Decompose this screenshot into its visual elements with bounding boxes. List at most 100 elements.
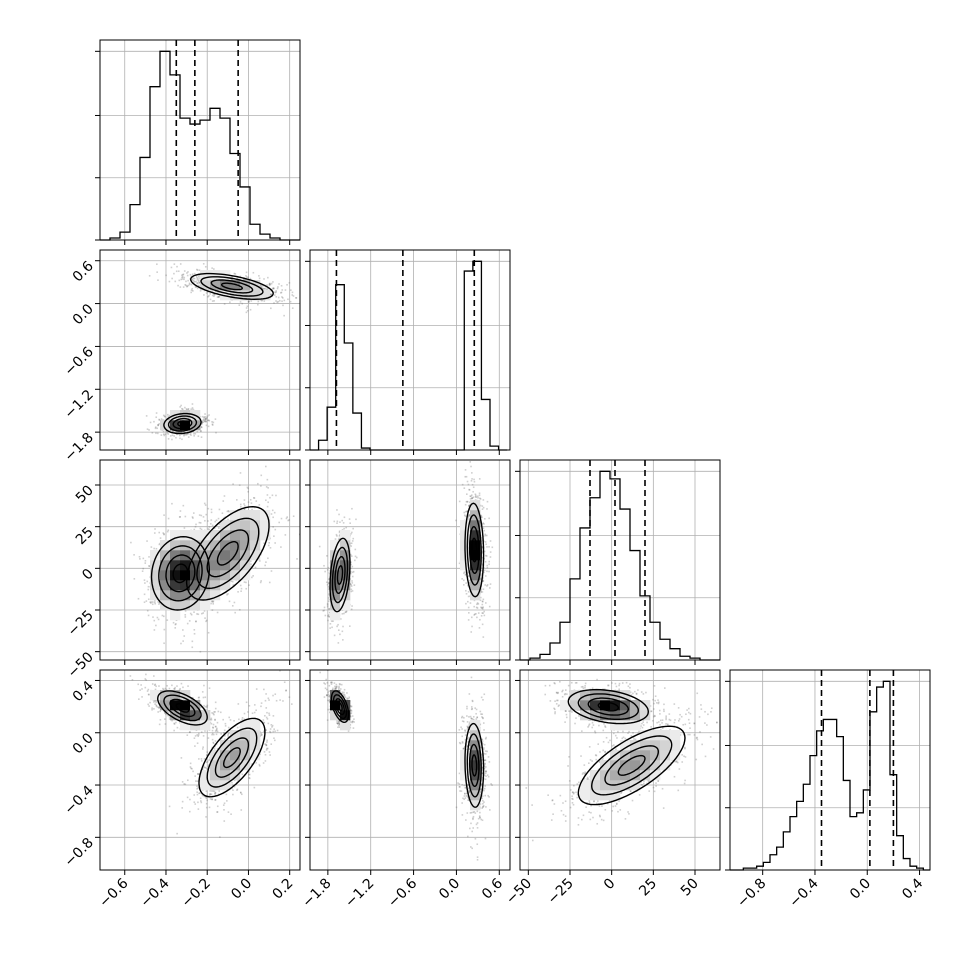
sample-point	[475, 606, 478, 609]
sample-point	[267, 487, 269, 489]
sample-point	[167, 415, 170, 418]
sample-point	[226, 593, 228, 596]
sample-point	[336, 535, 338, 537]
sample-point	[185, 280, 187, 283]
sample-point	[471, 625, 473, 628]
sample-point	[179, 437, 181, 440]
sample-point	[208, 526, 211, 528]
sample-point	[275, 290, 277, 292]
sample-point	[205, 420, 207, 422]
sample-point	[154, 599, 156, 602]
sample-point	[171, 434, 174, 437]
sample-point	[486, 500, 489, 503]
sample-point	[466, 501, 469, 503]
sample-point	[204, 418, 207, 420]
sample-point	[207, 507, 210, 510]
sample-point	[488, 605, 491, 608]
sample-point	[143, 579, 146, 581]
sample-point	[211, 609, 214, 611]
sample-point	[338, 537, 341, 540]
sample-point	[336, 520, 339, 523]
sample-point	[245, 311, 248, 314]
contour-lines	[150, 505, 270, 611]
sample-point	[351, 507, 353, 510]
sample-point	[345, 526, 347, 529]
sample-point	[200, 430, 202, 432]
sample-point	[270, 293, 272, 296]
sample-point	[485, 555, 488, 557]
sample-point	[133, 578, 136, 580]
density-cell	[230, 520, 241, 531]
density-cells	[330, 500, 481, 621]
sample-point	[210, 602, 212, 605]
sample-point	[269, 293, 272, 296]
sample-point	[458, 500, 461, 503]
sample-point	[208, 529, 210, 531]
sample-point	[255, 500, 258, 502]
sample-point	[199, 522, 202, 524]
density-cell	[210, 580, 221, 591]
sample-point	[350, 563, 352, 566]
sample-point	[171, 502, 173, 505]
sample-point	[187, 408, 190, 410]
sample-point	[179, 516, 181, 518]
sample-point	[481, 579, 484, 582]
sample-point	[349, 561, 352, 563]
sample-point	[465, 475, 468, 478]
sample-point	[477, 603, 480, 605]
sample-point	[178, 516, 181, 518]
sample-point	[156, 263, 158, 266]
density-cell	[200, 540, 211, 551]
sample-point	[207, 520, 209, 522]
sample-point	[344, 611, 347, 614]
sample-point	[464, 503, 467, 506]
sample-point	[478, 494, 481, 497]
sample-point	[244, 278, 246, 281]
sample-point	[463, 514, 466, 517]
sample-point	[262, 288, 264, 291]
sample-point	[303, 503, 305, 505]
contour-line	[177, 420, 188, 427]
sample-point	[271, 288, 273, 291]
sample-point	[213, 295, 215, 298]
sample-point	[222, 500, 225, 502]
sample-point	[201, 421, 203, 424]
sample-point	[198, 269, 201, 272]
sample-point	[343, 612, 345, 615]
sample-point	[206, 415, 209, 417]
density-cell	[250, 520, 261, 531]
sample-point	[182, 640, 184, 642]
sample-point	[484, 575, 487, 577]
sample-point	[465, 582, 467, 584]
sample-point	[180, 431, 182, 434]
sample-point	[196, 282, 199, 284]
density-cell	[180, 570, 191, 581]
sample-point	[263, 542, 265, 545]
density-cell	[340, 530, 351, 541]
sample-point	[201, 421, 204, 423]
contour-line	[471, 537, 478, 563]
sample-point	[197, 284, 200, 287]
density-cell	[210, 270, 221, 281]
sample-point	[239, 608, 241, 611]
sample-point	[153, 629, 156, 631]
sample-point	[195, 620, 197, 623]
sample-point	[289, 300, 292, 303]
sample-point	[211, 294, 214, 297]
sample-point	[287, 519, 289, 522]
sample-point	[142, 567, 145, 570]
sample-point	[197, 696, 200, 699]
density-cell	[330, 550, 341, 561]
sample-point	[480, 569, 483, 571]
sample-point	[237, 591, 239, 593]
sample-point	[475, 612, 477, 615]
sample-point	[488, 546, 490, 548]
sample-point	[467, 584, 470, 587]
sample-point	[468, 517, 471, 520]
sample-point	[473, 599, 476, 602]
sample-point	[214, 418, 217, 420]
sample-point	[178, 279, 181, 282]
density-cell	[170, 570, 181, 581]
sample-point	[467, 606, 470, 609]
sample-point	[275, 296, 278, 298]
